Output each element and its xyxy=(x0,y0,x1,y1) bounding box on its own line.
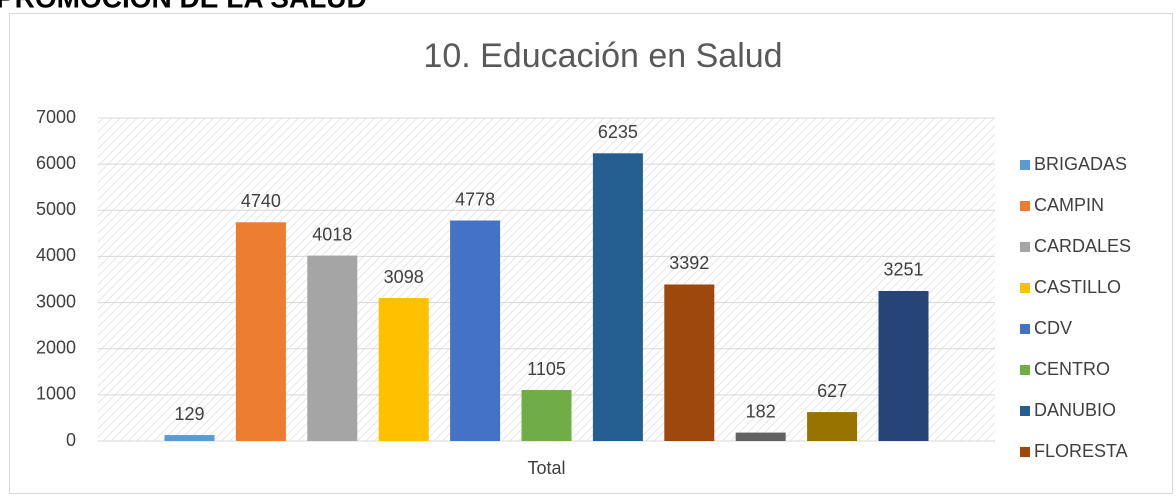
bar xyxy=(307,255,358,441)
legend-label: CARDALES xyxy=(1034,236,1131,256)
data-label: 3392 xyxy=(669,253,709,273)
legend-label: CASTILLO xyxy=(1034,277,1121,297)
legend-swatch xyxy=(1020,283,1030,293)
legend-label: CENTRO xyxy=(1034,359,1110,379)
page-heading: PROMOCIÓN DE LA SALUD xyxy=(0,0,367,13)
x-tick-label: Total xyxy=(527,458,565,478)
bar xyxy=(521,390,572,441)
bar xyxy=(807,412,858,441)
bar xyxy=(735,432,786,441)
data-label: 3098 xyxy=(384,267,424,287)
y-tick-label: 1000 xyxy=(36,384,76,404)
bar xyxy=(592,153,643,441)
data-label: 6235 xyxy=(598,122,638,142)
y-tick-label: 4000 xyxy=(36,245,76,265)
legend-swatch xyxy=(1020,365,1030,375)
bar xyxy=(450,220,501,441)
chart-title: 10. Educación en Salud xyxy=(423,37,782,75)
legend-swatch xyxy=(1020,324,1030,334)
y-tick-label: 3000 xyxy=(36,291,76,311)
y-tick-label: 0 xyxy=(66,430,76,450)
data-label: 4740 xyxy=(241,191,281,211)
y-tick-label: 6000 xyxy=(36,153,76,173)
bar xyxy=(878,290,929,441)
y-tick-label: 5000 xyxy=(36,199,76,219)
bar xyxy=(235,222,286,441)
bar xyxy=(378,298,429,441)
legend-swatch xyxy=(1020,406,1030,416)
legend-label: CDV xyxy=(1034,318,1072,338)
data-label: 627 xyxy=(817,381,847,401)
legend-swatch xyxy=(1020,201,1030,211)
bar xyxy=(664,284,715,441)
legend-swatch xyxy=(1020,242,1030,252)
legend-swatch xyxy=(1020,447,1030,457)
data-label: 4018 xyxy=(312,224,352,244)
legend-swatch xyxy=(1020,160,1030,170)
y-tick-label: 7000 xyxy=(36,107,76,127)
data-label: 129 xyxy=(174,404,204,424)
data-label: 182 xyxy=(746,401,776,421)
data-label: 4778 xyxy=(455,189,495,209)
legend-label: CAMPIN xyxy=(1034,195,1104,215)
data-label: 3251 xyxy=(883,260,923,280)
legend-label: FLORESTA xyxy=(1034,441,1128,461)
data-label: 1105 xyxy=(527,359,566,379)
y-tick-label: 2000 xyxy=(36,337,76,357)
legend-label: BRIGADAS xyxy=(1034,154,1127,174)
bar xyxy=(164,435,215,441)
legend-label: DANUBIO xyxy=(1034,400,1116,420)
